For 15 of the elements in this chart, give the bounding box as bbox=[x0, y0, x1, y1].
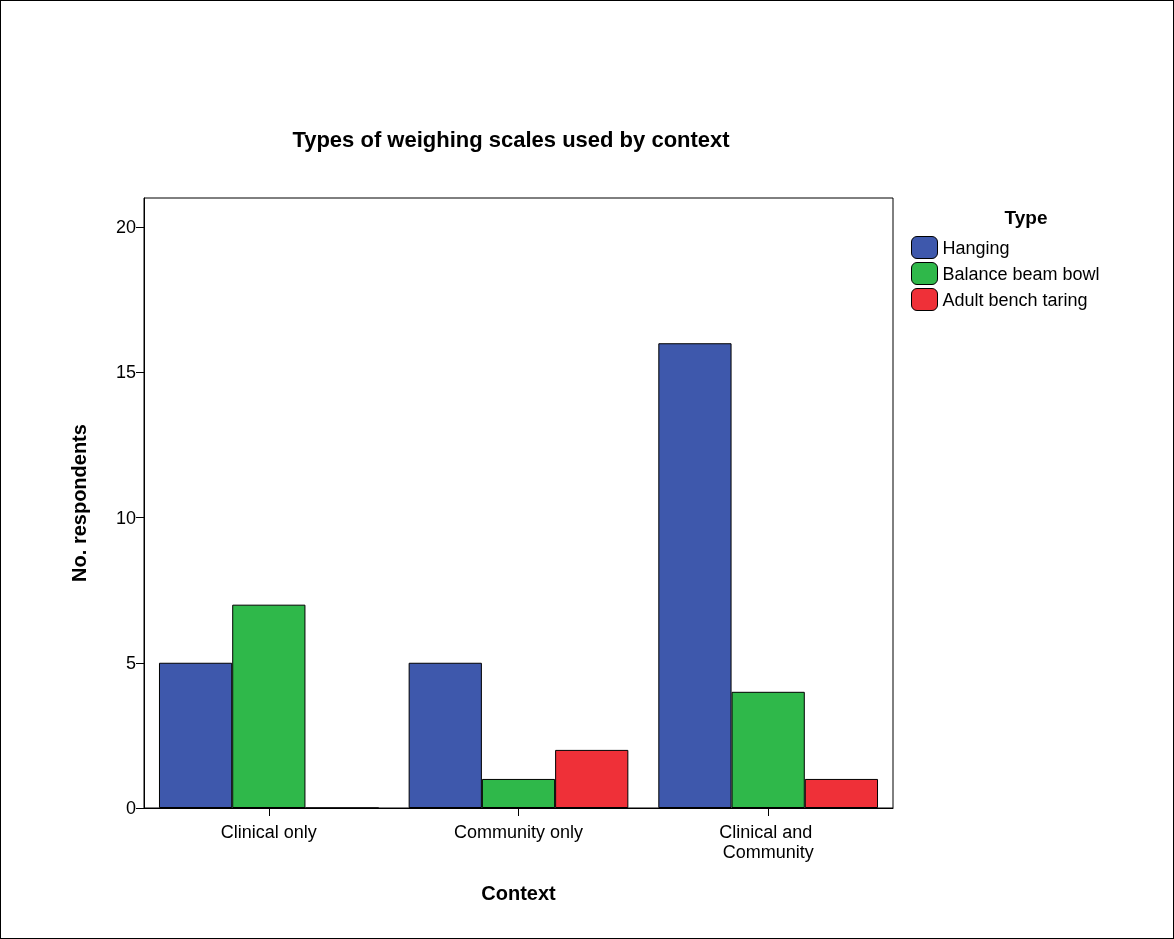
legend-title: Type bbox=[1004, 207, 1048, 228]
x-tick-label: Community only bbox=[453, 822, 584, 842]
chart-title: Types of weighing scales used by context bbox=[292, 126, 731, 152]
x-tick-label: Clinical only bbox=[220, 822, 317, 842]
y-tick-label: 0 bbox=[125, 798, 136, 818]
legend-label: Balance beam bowl bbox=[942, 263, 1100, 284]
y-tick-label: 20 bbox=[115, 217, 136, 238]
y-tick-label: 5 bbox=[125, 652, 136, 673]
legend-label: Hanging bbox=[942, 237, 1010, 258]
x-tick-label: Clinical and Community bbox=[719, 822, 818, 862]
x-axis-title: Context bbox=[481, 882, 557, 904]
legend-label: Adult bench taring bbox=[942, 289, 1088, 310]
y-axis-title: No. respondents bbox=[68, 424, 90, 582]
y-tick-label: 15 bbox=[115, 362, 136, 383]
y-tick-label: 10 bbox=[115, 507, 136, 528]
